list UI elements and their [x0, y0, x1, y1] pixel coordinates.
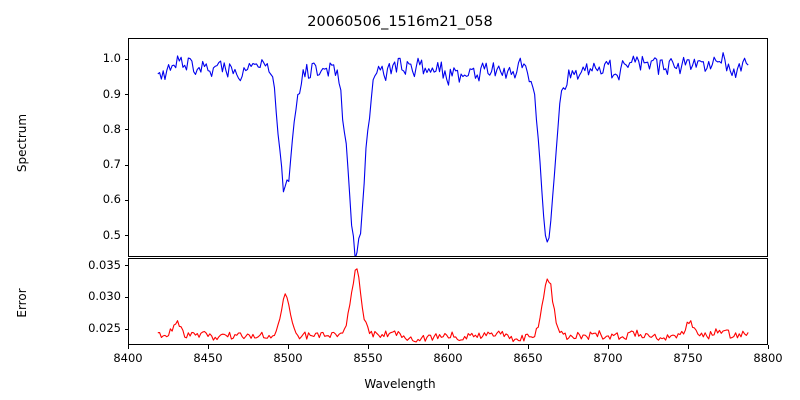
y-axis-label-error: Error	[15, 288, 29, 318]
x-tick-label: 8400	[113, 351, 143, 365]
x-tick-label: 8800	[753, 351, 783, 365]
y-tick-mark	[124, 265, 128, 267]
y-tick-label: 0.6	[102, 192, 121, 207]
x-tick-mark	[367, 345, 369, 349]
x-tick-label: 8450	[193, 351, 223, 365]
y-tick-label: 1.0	[102, 51, 121, 66]
y-tick-label: 0.5	[102, 227, 121, 242]
x-tick-mark	[127, 345, 129, 349]
y-tick-mark	[124, 296, 128, 298]
y-tick-mark	[124, 199, 128, 202]
x-tick-label: 8700	[593, 351, 623, 365]
y-tick-mark	[124, 129, 128, 131]
x-tick-label: 8650	[513, 351, 543, 365]
y-tick-label: 0.8	[102, 121, 121, 136]
y-tick-mark	[124, 94, 128, 96]
spectrum-trace	[157, 52, 749, 256]
spectrum-panel	[128, 38, 768, 257]
x-tick-mark	[607, 345, 609, 349]
error-panel	[128, 258, 768, 345]
y-tick-label: 0.7	[102, 157, 121, 172]
x-tick-label: 8750	[673, 351, 703, 365]
y-tick-mark	[124, 328, 128, 330]
x-tick-mark	[527, 345, 529, 349]
y-tick-mark	[124, 58, 128, 60]
x-tick-label: 8550	[353, 351, 383, 365]
error-line	[157, 268, 749, 343]
x-tick-label: 8500	[273, 351, 303, 365]
spectrum-line	[157, 52, 749, 256]
x-tick-mark	[207, 345, 209, 349]
y-tick-mark	[124, 235, 128, 237]
y-tick-label: 0.035	[88, 257, 121, 272]
x-tick-mark	[287, 345, 289, 349]
y-tick-label: 0.9	[102, 86, 121, 101]
x-tick-mark	[767, 345, 769, 349]
x-tick-mark	[687, 345, 689, 349]
y-axis-label-spectrum: Spectrum	[15, 113, 29, 173]
y-tick-label: 0.025	[88, 321, 121, 336]
x-tick-mark	[447, 345, 449, 349]
y-tick-mark	[124, 164, 128, 166]
error-trace	[157, 268, 749, 343]
chart-title: 20060506_1516m21_058	[307, 14, 493, 30]
x-tick-label: 8600	[433, 351, 463, 365]
y-tick-label: 0.030	[88, 289, 121, 304]
x-axis-label: Wavelength	[364, 377, 436, 391]
